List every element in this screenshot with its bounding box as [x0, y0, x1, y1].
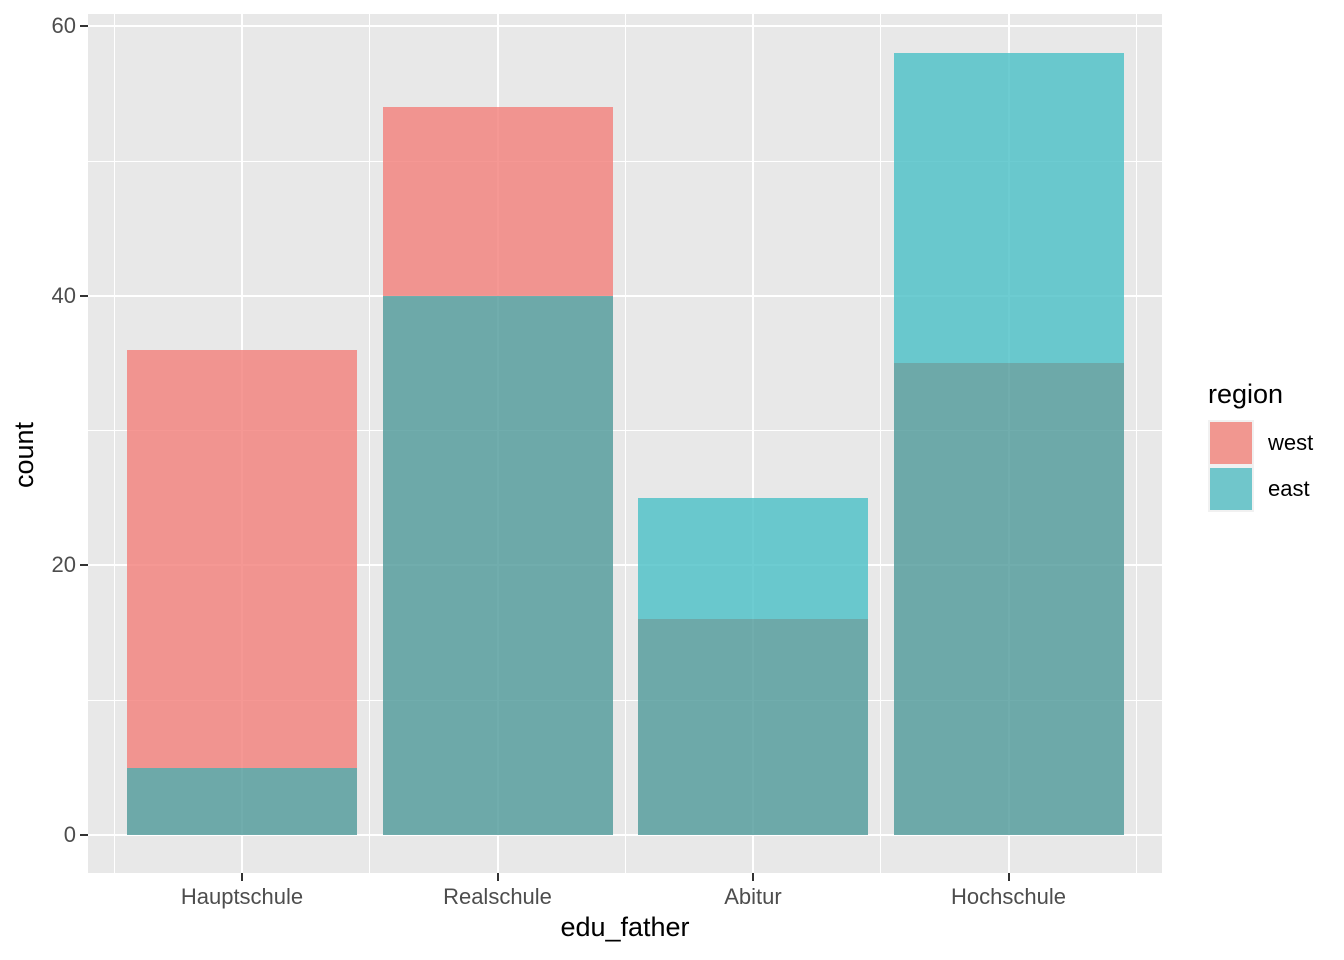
- legend: region west east: [1208, 378, 1338, 512]
- bar-hauptschule-overlap: [127, 767, 357, 835]
- x-tick-mark: [496, 873, 499, 881]
- legend-item-east: east: [1208, 466, 1338, 512]
- legend-key-west: [1208, 420, 1254, 466]
- bar-realschule-west: [382, 107, 613, 296]
- x-tick-label-abitur: Abitur: [724, 884, 782, 909]
- legend-label-west: west: [1268, 430, 1314, 455]
- y-tick-mark: [80, 294, 88, 297]
- gridline-minor-vertical: [624, 14, 626, 873]
- bar-abitur-east: [638, 498, 868, 620]
- plot-panel: [88, 14, 1162, 873]
- gridline-minor-vertical: [880, 14, 882, 873]
- legend-item-west: west: [1208, 420, 1338, 466]
- legend-items: west east: [1208, 420, 1338, 512]
- bar-hochschule-overlap: [893, 363, 1124, 835]
- bar-hauptschule-west: [127, 349, 357, 768]
- gridline-minor-vertical: [1135, 14, 1137, 873]
- y-tick-label: 40: [51, 282, 76, 308]
- legend-label-east: east: [1268, 476, 1310, 501]
- y-tick-label: 0: [63, 822, 76, 847]
- x-tick-label-realschule: Realschule: [443, 884, 552, 909]
- gridline-minor-vertical: [113, 14, 115, 873]
- y-axis-title: count: [9, 421, 39, 489]
- gridline-minor-vertical: [369, 14, 371, 873]
- x-axis-title: edu_father: [560, 912, 690, 942]
- bar-abitur-overlap: [638, 619, 868, 835]
- x-tick-mark: [752, 873, 754, 881]
- y-tick-mark: [80, 25, 88, 28]
- x-tick-mark: [241, 873, 243, 881]
- legend-title: region: [1208, 379, 1284, 409]
- legend-swatch-west: [1210, 422, 1252, 464]
- gridline-major-vertical: [752, 14, 754, 873]
- legend-key-east: [1208, 466, 1254, 512]
- y-tick-label: 20: [51, 552, 76, 578]
- bar-hochschule-east: [893, 53, 1124, 364]
- x-tick-mark: [1007, 873, 1010, 881]
- legend-swatch-east: [1210, 468, 1252, 510]
- y-tick-mark: [80, 564, 88, 567]
- x-tick-label-hauptschule: Hauptschule: [180, 884, 304, 909]
- bar-realschule-overlap: [382, 295, 613, 835]
- y-tick-label: 60: [51, 13, 76, 39]
- y-tick-mark: [80, 834, 88, 836]
- x-tick-label-hochschule: Hochschule: [951, 884, 1066, 909]
